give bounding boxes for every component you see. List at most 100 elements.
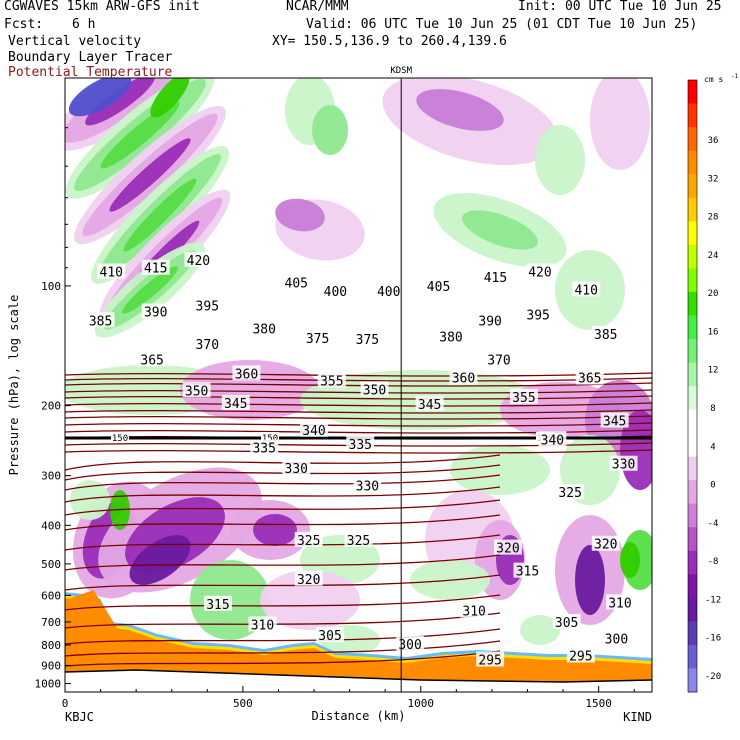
theta-line bbox=[65, 372, 652, 377]
colorbar-swatch bbox=[688, 291, 697, 316]
fcst-label: Fcst: bbox=[4, 17, 44, 32]
theta-label: 310 bbox=[462, 605, 485, 620]
theta-label: 320 bbox=[297, 573, 320, 588]
theta-line bbox=[65, 449, 652, 454]
colorbar: 36 32 28 24 20 16 12 8 4 0 -4 -8 -12 -16 -20 cm s -1 bbox=[687, 73, 739, 693]
colorbar-swatch bbox=[688, 244, 697, 269]
theta-label: 325 bbox=[297, 534, 320, 549]
theta-label-bg bbox=[248, 616, 277, 632]
colorbar-frame bbox=[687, 79, 698, 693]
colorbar-tick-label: -20 bbox=[705, 672, 721, 682]
theta-label: 390 bbox=[478, 314, 501, 329]
y-tick-label: 500 bbox=[41, 558, 61, 571]
theta-label-bg bbox=[353, 477, 382, 493]
theta-label: 355 bbox=[320, 375, 343, 390]
theta-label-bg bbox=[556, 484, 585, 500]
theta-line bbox=[65, 474, 501, 491]
colorbar-swatch bbox=[688, 621, 697, 646]
w-blob bbox=[590, 78, 650, 170]
init-label: Init: 00 UTC Tue 10 Jun 25 bbox=[518, 0, 722, 14]
theta-label: 405 bbox=[427, 280, 450, 295]
colorbar-tick-label: -4 bbox=[708, 519, 719, 529]
theta-label: 335 bbox=[252, 442, 275, 457]
theta-label-bg bbox=[449, 369, 478, 385]
colorbar-swatch bbox=[688, 480, 697, 505]
theta-label: 330 bbox=[356, 480, 379, 495]
theta-label: 300 bbox=[398, 638, 421, 653]
theta-label-bg bbox=[609, 455, 638, 471]
y-tick-label: 900 bbox=[41, 659, 61, 672]
theta-label: 355 bbox=[512, 391, 535, 406]
colorbar-swatch bbox=[688, 174, 697, 199]
colorbar-swatch bbox=[688, 386, 697, 411]
theta-label-bg bbox=[294, 531, 323, 547]
theta-label-bg bbox=[141, 303, 170, 319]
theta-label-bg bbox=[321, 283, 350, 299]
colorbar-swatch bbox=[688, 456, 697, 481]
theta-label-bg bbox=[141, 259, 170, 275]
colorbar-tick-label: 20 bbox=[708, 289, 719, 299]
theta-line bbox=[65, 534, 501, 551]
theta-label: 350 bbox=[185, 384, 208, 399]
theta-line bbox=[65, 574, 501, 591]
theta-label-bg bbox=[424, 277, 453, 293]
x-tick-label: 1000 bbox=[408, 697, 435, 710]
theta-label-bg bbox=[509, 388, 538, 404]
theta-label: 300 bbox=[605, 632, 628, 647]
y-tick-label: 1000 bbox=[35, 678, 62, 691]
theta-label: 335 bbox=[349, 438, 372, 453]
theta-label-bg bbox=[513, 562, 542, 578]
theta-label-bg bbox=[346, 436, 375, 452]
end-station-label: KIND bbox=[623, 710, 652, 724]
colorbar-tick-label: 8 bbox=[710, 404, 715, 414]
theta-label-bg bbox=[525, 263, 554, 279]
colorbar-swatch bbox=[688, 197, 697, 222]
y-tick-label: 400 bbox=[41, 519, 61, 532]
theta-line bbox=[65, 382, 652, 387]
colorbar-swatch bbox=[688, 668, 697, 693]
theta-label: 310 bbox=[608, 596, 631, 611]
theta-label-bg bbox=[294, 570, 323, 586]
theta-label: 390 bbox=[144, 306, 167, 321]
xy-label: XY= 150.5,136.9 to 260.4,139.6 bbox=[272, 34, 507, 49]
theta-label: 395 bbox=[526, 309, 549, 324]
w-blob bbox=[70, 480, 110, 520]
colorbar-unit-exponent: -1 bbox=[731, 73, 739, 80]
theta-label-bg bbox=[282, 460, 311, 476]
theta-label-bg bbox=[344, 531, 373, 547]
theta-label-bg bbox=[460, 602, 489, 618]
theta-label-bg bbox=[572, 281, 601, 297]
theta-line bbox=[65, 554, 501, 571]
colorbar-swatch bbox=[688, 150, 697, 175]
theta-label: 310 bbox=[251, 618, 274, 633]
axes: KDSM 0 500 1000 1500 100 200 300 400 500 600 700 800… bbox=[7, 66, 652, 724]
tropopause-label: 150 bbox=[112, 434, 128, 444]
theta-line bbox=[65, 499, 501, 516]
theta-label: 295 bbox=[478, 654, 501, 669]
theta-label-bg bbox=[481, 269, 510, 285]
theta-line bbox=[65, 486, 501, 503]
w-blob-core bbox=[150, 78, 190, 118]
w-blob-core bbox=[100, 101, 180, 169]
theta-label: 420 bbox=[528, 266, 551, 281]
theta-label: 410 bbox=[100, 266, 123, 281]
theta-label-bg bbox=[221, 395, 250, 411]
theta-label: 405 bbox=[285, 276, 308, 291]
theta-label-bg bbox=[360, 381, 389, 397]
theta-label-bg bbox=[182, 382, 211, 398]
w-blob bbox=[520, 615, 560, 645]
theta-label-bg bbox=[184, 251, 213, 267]
theta-label: 370 bbox=[196, 338, 219, 353]
colorbar-swatch bbox=[688, 103, 697, 128]
x-axis-label: Distance (km) bbox=[312, 709, 406, 723]
colorbar-unit: cm s bbox=[704, 75, 723, 84]
theta-label: 375 bbox=[306, 332, 329, 347]
theta-label-bg bbox=[250, 439, 279, 455]
w-blob bbox=[253, 514, 297, 546]
w-blob bbox=[620, 542, 640, 578]
theta-label: 395 bbox=[196, 299, 219, 314]
theta-line bbox=[65, 415, 652, 420]
theta-label: 340 bbox=[302, 424, 325, 439]
w-blob bbox=[535, 125, 585, 195]
theta-label-bg bbox=[232, 365, 261, 381]
